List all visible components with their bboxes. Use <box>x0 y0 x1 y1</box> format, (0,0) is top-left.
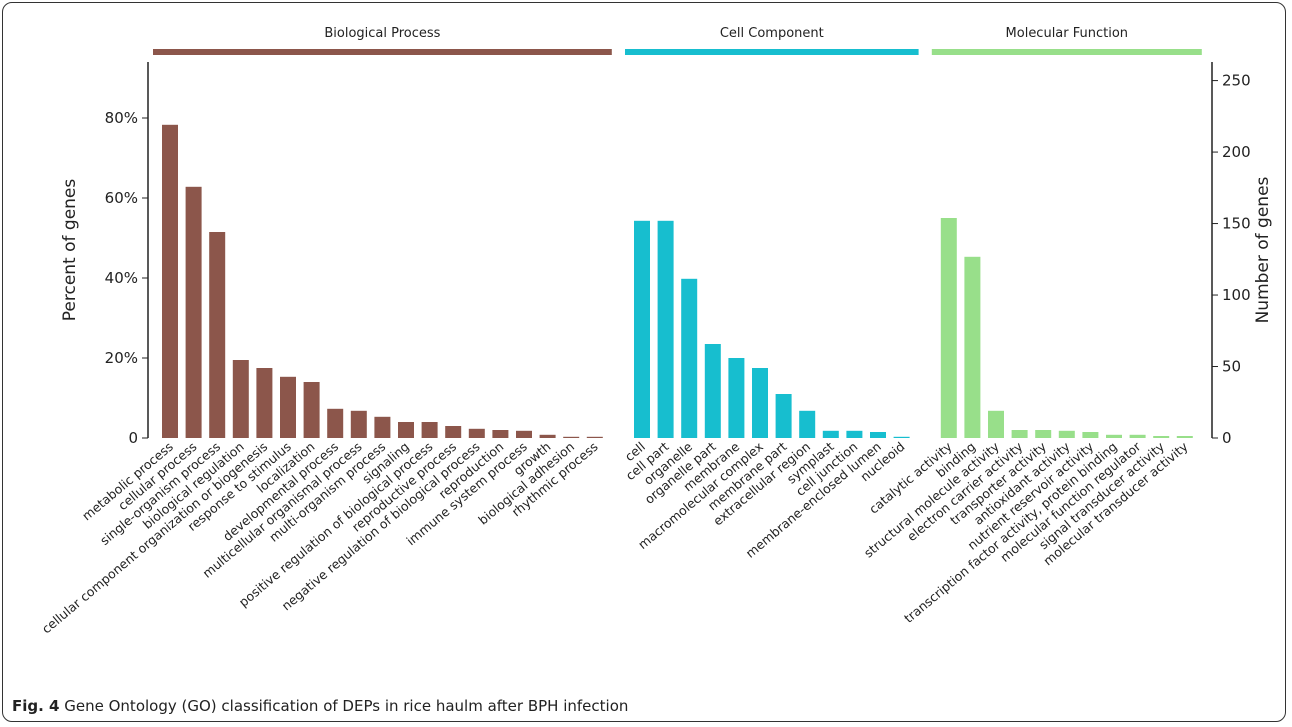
bar <box>728 358 745 438</box>
bar <box>775 394 792 438</box>
bar <box>634 220 650 438</box>
bar <box>516 430 532 438</box>
bar <box>822 430 839 438</box>
group-bar <box>153 49 612 55</box>
chart: Percent of genes Number of genes 0 20% 40%… <box>39 26 1273 636</box>
group-bar <box>931 49 1202 55</box>
group-label: Biological Process <box>324 26 440 41</box>
bar <box>704 344 721 438</box>
bar <box>492 430 509 438</box>
bar <box>1011 430 1028 438</box>
y-tick-label: 40% <box>105 269 138 287</box>
y2-tick-label: 250 <box>1222 72 1251 90</box>
bar <box>468 428 485 438</box>
y-axis-label: Percent of genes <box>60 179 80 322</box>
bar <box>350 410 367 438</box>
bar <box>1058 430 1075 438</box>
bar <box>374 416 391 438</box>
y2-axis-label: Number of genes <box>1253 176 1273 323</box>
group-label: Molecular Function <box>1006 26 1129 41</box>
bar <box>657 220 674 438</box>
bar <box>893 436 910 438</box>
caption-label: Fig. 4 <box>12 697 60 715</box>
bar <box>303 382 320 438</box>
bar <box>964 256 981 438</box>
y2-tick-label: 150 <box>1222 215 1251 233</box>
bar <box>846 430 863 438</box>
bar <box>232 360 249 438</box>
bar <box>563 436 580 438</box>
group-label: Cell Component <box>720 26 824 41</box>
bar <box>398 422 414 438</box>
bar <box>539 434 556 438</box>
caption: Fig. 4 Gene Ontology (GO) classification… <box>12 697 628 715</box>
caption-text: Gene Ontology (GO) classification of DEP… <box>64 697 629 715</box>
bar <box>1106 434 1122 438</box>
y-tick-label: 0 <box>128 429 138 447</box>
bar <box>280 376 296 438</box>
bar <box>870 432 886 438</box>
group-bar <box>625 49 919 55</box>
bar <box>1176 436 1193 438</box>
bar <box>209 232 226 438</box>
bar <box>988 410 1004 438</box>
y2-tick-label: 0 <box>1222 429 1232 447</box>
bar <box>1035 430 1052 438</box>
bar <box>185 186 202 438</box>
y2-tick-label: 50 <box>1222 358 1241 376</box>
y-tick-label: 80% <box>105 109 138 127</box>
bar <box>940 218 957 438</box>
y-tick-label: 20% <box>105 349 138 367</box>
y2-tick-label: 100 <box>1222 286 1251 304</box>
bar <box>799 410 816 438</box>
bar <box>1153 436 1170 438</box>
bar <box>327 408 344 438</box>
bar <box>445 426 462 438</box>
y-tick-label: 60% <box>105 189 138 207</box>
bar <box>256 368 273 438</box>
bar <box>1129 434 1146 438</box>
bar <box>586 436 603 438</box>
bar <box>162 124 178 439</box>
bar <box>421 422 438 438</box>
y2-tick-label: 200 <box>1222 143 1251 161</box>
bar <box>681 278 698 438</box>
bar <box>752 368 768 438</box>
bar <box>1082 432 1099 438</box>
